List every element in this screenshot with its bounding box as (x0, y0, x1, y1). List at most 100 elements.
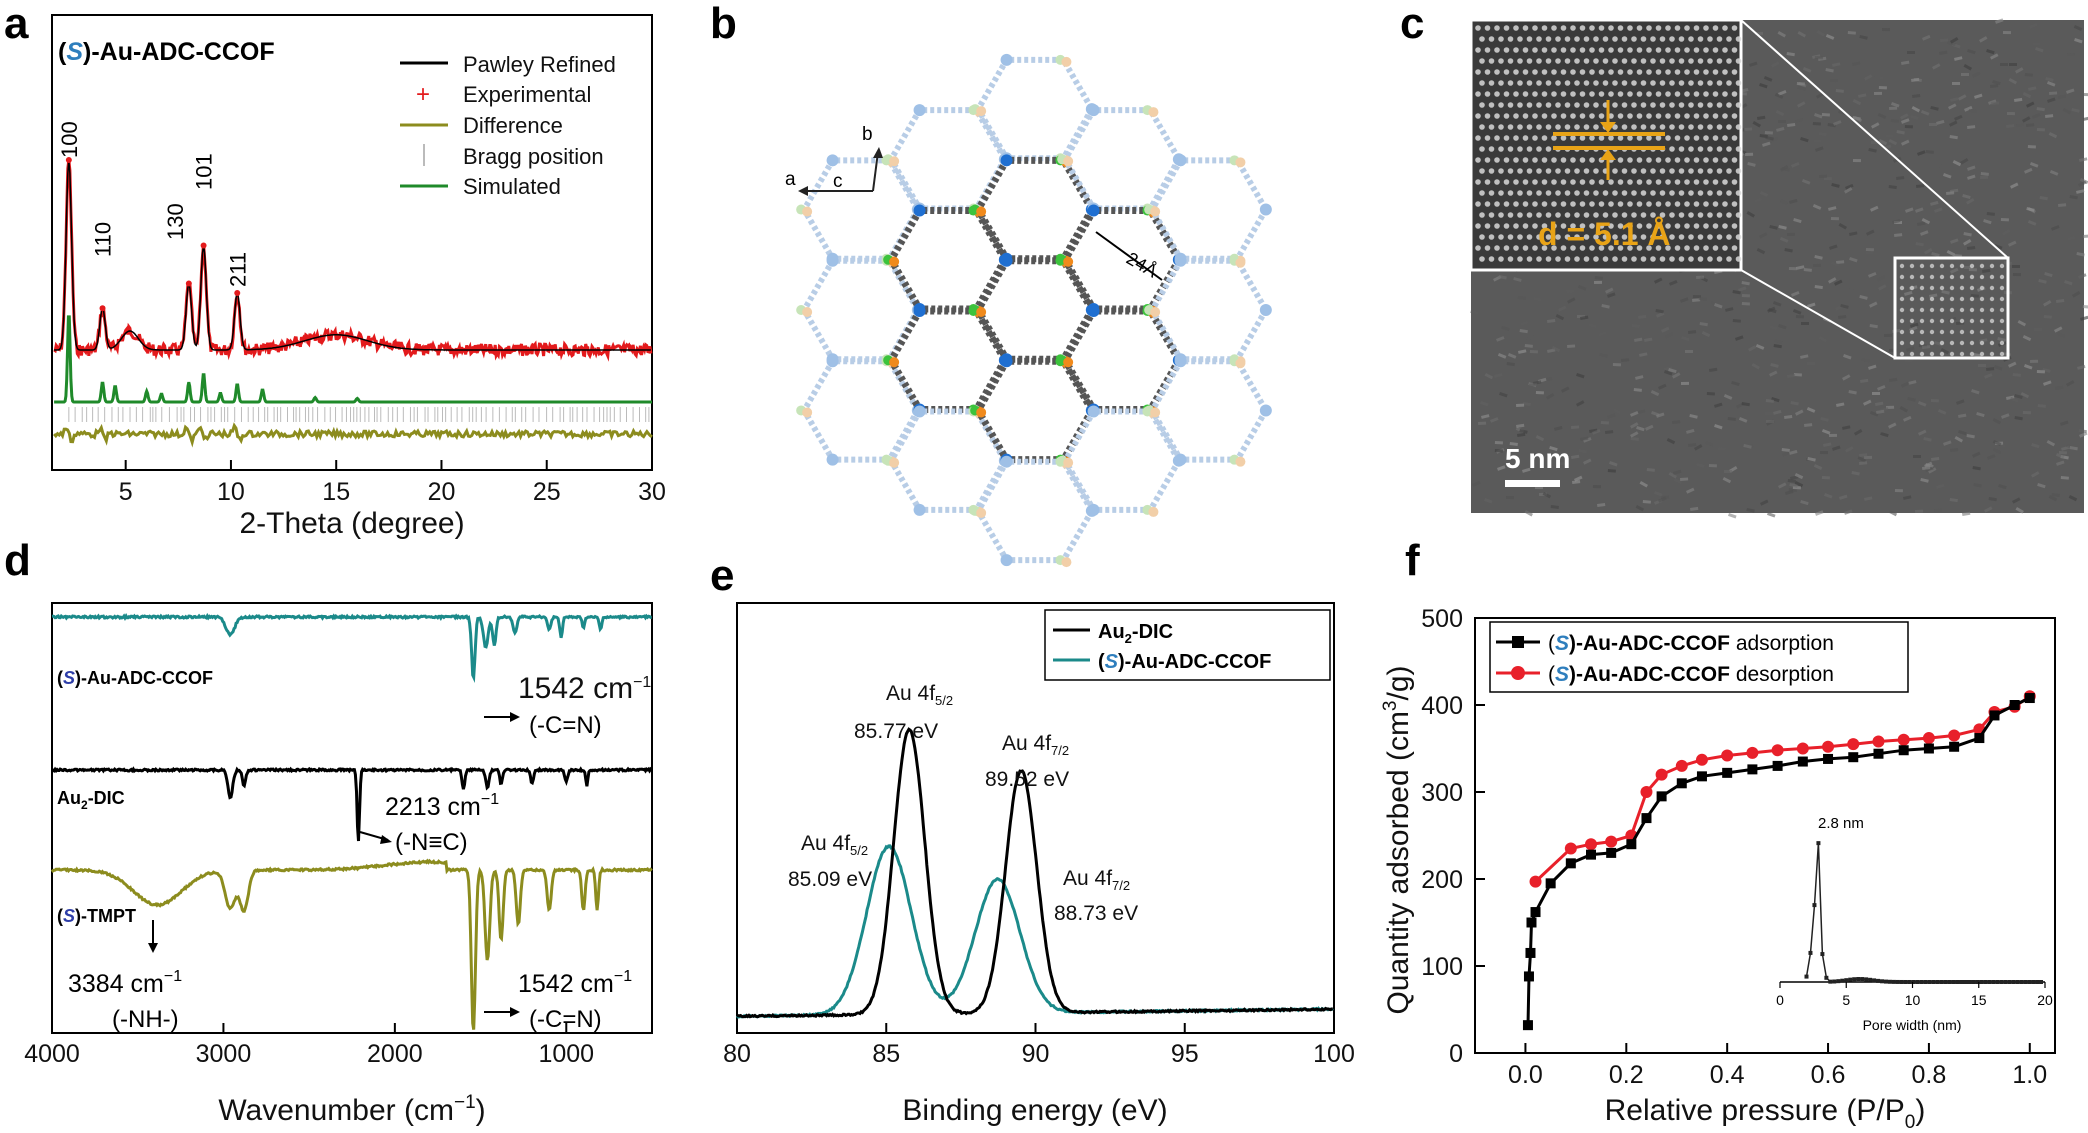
lattice-fringe-zoom (1949, 263, 1955, 269)
tem-grain (1654, 491, 1663, 497)
simulated-series (54, 315, 652, 404)
tem-grain (1868, 147, 1877, 153)
tem-grain (1894, 221, 1902, 224)
tem-grain (1840, 304, 1849, 309)
tem-grain (1601, 303, 1610, 309)
tem-grain (1549, 445, 1558, 452)
tem-grain (1778, 120, 1786, 123)
lattice-fringe (1522, 91, 1529, 97)
lattice-fringe (1659, 190, 1666, 196)
lattice-fringe (1627, 201, 1633, 207)
tem-grain (1825, 67, 1834, 73)
lattice-fringe (1513, 91, 1519, 97)
tem-grain (1630, 411, 1639, 417)
lattice-fringe (1726, 190, 1732, 196)
tem-grain (1738, 416, 1748, 423)
lattice-fringe (1545, 256, 1552, 262)
tem-grain (1804, 423, 1813, 427)
adsorption-point (2024, 693, 2035, 704)
lattice-fringe (1650, 256, 1656, 262)
tem-grain (1517, 432, 1526, 437)
lattice-fringe (1688, 256, 1694, 262)
desorption-point (1822, 740, 1835, 753)
lattice-fringe (1665, 201, 1671, 207)
lattice-fringe (1503, 157, 1510, 163)
ir-dic-series (50, 766, 653, 842)
nitrogen-atom (1000, 154, 1013, 167)
lattice-fringe (1532, 91, 1538, 97)
lattice-fringe (1612, 80, 1618, 86)
lattice-fringe (1627, 245, 1633, 251)
lattice-fringe-zoom (1989, 318, 1995, 324)
tem-grain (1781, 448, 1790, 452)
tem-grain (2060, 476, 2069, 480)
lattice-fringe (1636, 157, 1643, 163)
lattice-fringe (1669, 256, 1675, 262)
tem-grain (1555, 314, 1565, 321)
tem-grain (1814, 255, 1823, 260)
tem-grain (1769, 324, 1778, 331)
tem-grain (1916, 184, 1925, 188)
tem-grain (1693, 444, 1703, 451)
tem-grain (2037, 404, 2046, 408)
x-tick-label: 5 (119, 478, 133, 506)
nitrogen-atom (1174, 254, 1187, 267)
lattice-fringe (1532, 113, 1538, 119)
tem-grain (2015, 507, 2024, 514)
inset-xlabel: Pore width (nm) (1863, 1017, 1962, 1033)
tem-grain (1778, 482, 1787, 489)
lattice-fringe-zoom (1989, 285, 1995, 291)
lattice-fringe (1716, 212, 1723, 218)
lattice-fringe (1617, 201, 1624, 207)
lattice-fringe (1707, 80, 1713, 86)
tem-grain (1797, 30, 1806, 38)
lattice-fringe (1646, 201, 1652, 207)
pore-size-inset: 0 5 10 15 20 2.8 nm Pore width (nm) (1776, 815, 2053, 1033)
legend-dic: Au2-DIC (1098, 621, 1173, 646)
gold-atom (1148, 107, 1159, 118)
lattice-fringe (1716, 102, 1723, 108)
adsorption-point (1565, 858, 1576, 869)
tem-grain (1848, 231, 1858, 236)
x-tick-label: 80 (723, 1040, 751, 1068)
tem-grain (2002, 31, 2011, 35)
tem-grain (1629, 431, 1639, 438)
lattice-fringe (1655, 201, 1662, 207)
lattice-fringe (1541, 157, 1548, 163)
tem-grain (1924, 248, 1933, 255)
tem-grain (1546, 393, 1555, 400)
lattice-fringe (1650, 168, 1656, 174)
adsorption-point (1949, 741, 1960, 752)
lattice-fringe (1665, 69, 1671, 75)
gold-atom (802, 407, 813, 418)
tem-grain (1990, 84, 1999, 88)
lattice-fringe (1479, 190, 1485, 196)
lattice-fringe-zoom (1969, 285, 1975, 291)
lattice-fringe (1522, 135, 1529, 141)
gold-atom (1063, 156, 1074, 167)
x-tick-label: 1000 (538, 1040, 594, 1068)
lattice-fringe (1484, 25, 1491, 31)
lattice-fringe (1697, 234, 1704, 240)
tem-grain (1728, 512, 1737, 519)
tem-grain (1472, 480, 1481, 487)
tem-grain (1927, 467, 1937, 474)
lattice-fringe (1484, 91, 1491, 97)
tem-grain (1831, 183, 1840, 188)
tem-grain (2073, 25, 2083, 31)
lattice-fringe (1488, 234, 1495, 240)
tem-grain (2071, 107, 2080, 113)
tem-grain (1858, 93, 1867, 98)
lattice-fringe (1617, 223, 1624, 229)
lattice-fringe-zoom (1999, 274, 2005, 280)
nitrogen-atom (1087, 305, 1100, 318)
lattice-fringe (1479, 124, 1485, 130)
tem-grain (1731, 380, 1740, 386)
lattice-fringe (1665, 157, 1671, 163)
lattice-fringe (1655, 113, 1662, 119)
lattice-fringe (1560, 157, 1567, 163)
tem-grain (1970, 294, 1979, 298)
lattice-fringe (1589, 69, 1595, 75)
tem-grain (1885, 133, 1894, 138)
tem-grain (2032, 113, 2041, 119)
